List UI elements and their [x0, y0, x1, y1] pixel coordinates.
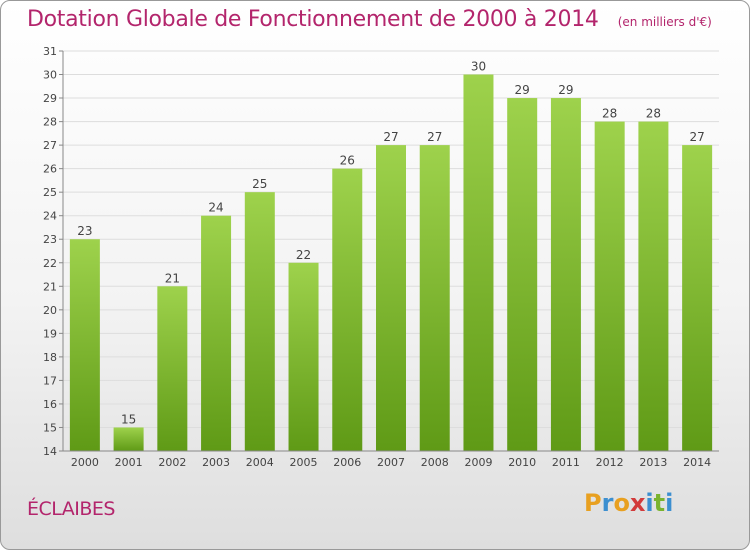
bar	[507, 98, 538, 451]
bar	[376, 145, 406, 451]
bar	[157, 286, 188, 451]
y-tick-label: 22	[43, 257, 57, 270]
data-label: 15	[121, 412, 136, 426]
y-tick-label: 20	[43, 304, 57, 317]
bar	[201, 215, 232, 451]
data-label: 22	[296, 248, 311, 262]
x-tick-label: 2000	[71, 456, 99, 469]
logo-letter: i	[665, 489, 674, 517]
data-label: 27	[689, 130, 704, 144]
logo-letter: i	[645, 489, 654, 517]
bar	[288, 262, 319, 451]
y-tick-label: 14	[43, 445, 57, 458]
data-label: 25	[252, 177, 267, 191]
data-label: 28	[646, 107, 661, 121]
y-tick-label: 27	[43, 139, 57, 152]
data-label: 29	[515, 83, 530, 97]
x-tick-label: 2003	[202, 456, 230, 469]
y-tick-label: 24	[43, 210, 57, 223]
bar	[550, 98, 581, 451]
data-label: 23	[77, 224, 92, 238]
x-tick-label: 2004	[246, 456, 274, 469]
bar	[594, 121, 625, 452]
logo-letter: x	[629, 489, 646, 517]
y-tick-label: 16	[43, 398, 57, 411]
x-tick-label: 2008	[421, 456, 449, 469]
logo-letter: t	[653, 489, 666, 517]
data-label: 27	[383, 130, 398, 144]
location-name: ÉCLAIBES	[27, 498, 116, 520]
y-tick-label: 29	[43, 92, 57, 105]
bar	[69, 239, 100, 451]
x-tick-label: 2005	[290, 456, 318, 469]
data-label: 26	[340, 154, 355, 168]
x-tick-label: 2013	[639, 456, 667, 469]
data-label: 27	[427, 130, 442, 144]
y-tick-label: 23	[43, 233, 57, 246]
bar	[113, 427, 144, 451]
x-tick-label: 2002	[158, 456, 186, 469]
title-row: Dotation Globale de Fonctionnement de 20…	[27, 7, 712, 32]
x-tick-label: 2001	[115, 456, 143, 469]
y-tick-label: 18	[43, 351, 57, 364]
chart-subtitle: (en milliers d'€)	[617, 15, 712, 29]
bar	[419, 145, 450, 451]
y-tick-label: 17	[43, 374, 57, 387]
y-tick-label: 30	[43, 69, 57, 82]
x-tick-label: 2014	[683, 456, 711, 469]
x-tick-label: 2009	[464, 456, 492, 469]
y-tick-label: 28	[43, 116, 57, 129]
bar	[682, 145, 713, 451]
bar	[638, 121, 669, 452]
y-tick-label: 31	[43, 45, 57, 58]
bar	[332, 168, 363, 451]
y-tick-label: 25	[43, 186, 57, 199]
proxiti-logo: Proxiti	[584, 489, 673, 517]
data-label: 24	[208, 201, 223, 215]
data-label: 29	[558, 83, 573, 97]
bar	[463, 74, 494, 451]
x-tick-label: 2012	[596, 456, 624, 469]
x-tick-label: 2006	[333, 456, 361, 469]
logo-letter: r	[601, 489, 614, 517]
data-label: 28	[602, 107, 617, 121]
logo-letter: P	[584, 489, 602, 517]
x-tick-label: 2010	[508, 456, 536, 469]
bar	[244, 192, 275, 452]
y-tick-label: 15	[43, 421, 57, 434]
y-tick-label: 26	[43, 163, 57, 176]
y-tick-label: 19	[43, 327, 57, 340]
logo-letter: o	[613, 489, 630, 517]
data-label: 30	[471, 60, 486, 74]
x-tick-label: 2011	[552, 456, 580, 469]
chart-title: Dotation Globale de Fonctionnement de 20…	[27, 7, 599, 32]
y-tick-label: 21	[43, 280, 57, 293]
x-tick-label: 2007	[377, 456, 405, 469]
data-label: 21	[165, 271, 180, 285]
